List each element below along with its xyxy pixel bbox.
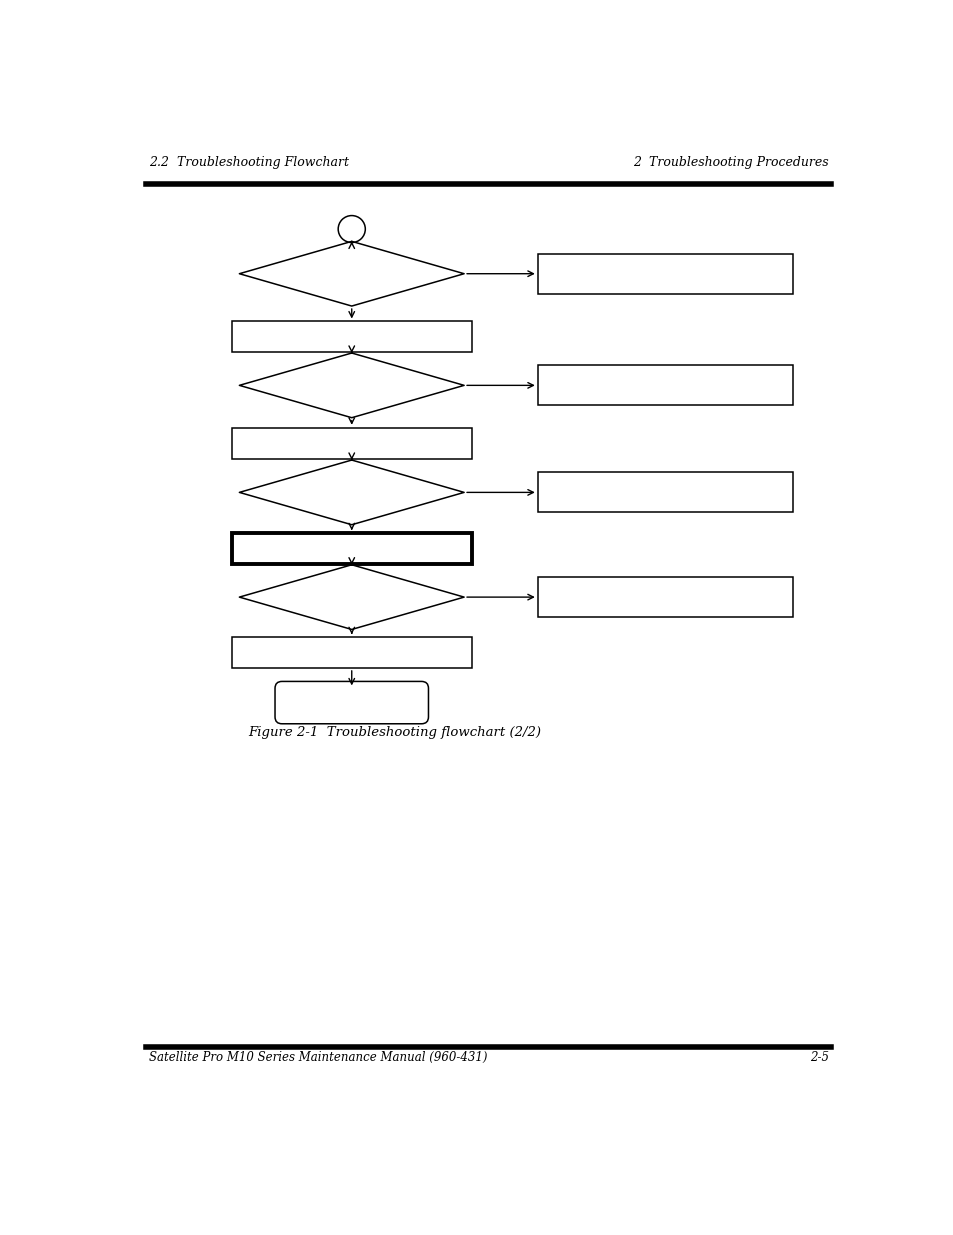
Text: Figure 2-1  Troubleshooting flowchart (2/2): Figure 2-1 Troubleshooting flowchart (2/… [248, 726, 540, 739]
Bar [537, 253, 793, 294]
Text: 2.2  Troubleshooting Flowchart: 2.2 Troubleshooting Flowchart [149, 156, 349, 169]
Text: 2  Troubleshooting Procedures: 2 Troubleshooting Procedures [633, 156, 828, 169]
Bar [232, 534, 472, 564]
Bar [537, 472, 793, 513]
Bar [232, 427, 472, 458]
Bar [232, 637, 472, 668]
Text: 2-5: 2-5 [809, 1051, 828, 1063]
Bar [232, 321, 472, 352]
Text: Satellite Pro M10 Series Maintenance Manual (960-431): Satellite Pro M10 Series Maintenance Man… [149, 1051, 487, 1063]
Bar [537, 366, 793, 405]
Bar [537, 577, 793, 618]
